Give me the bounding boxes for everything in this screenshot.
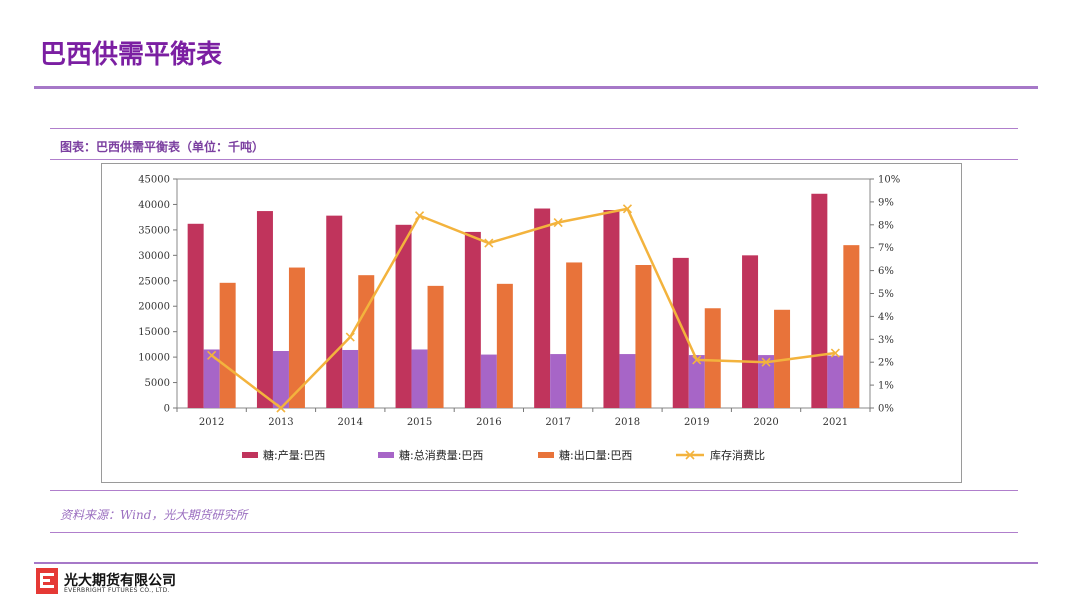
bar-1 xyxy=(534,208,551,408)
bar-1 xyxy=(603,210,620,408)
bar-2 xyxy=(619,354,636,408)
ratio-point xyxy=(345,332,355,342)
right-axis-tick-label: 10% xyxy=(878,175,900,186)
source-bottom-rule xyxy=(50,532,1018,533)
ratio-point xyxy=(622,204,633,214)
right-axis-tick-label: 3% xyxy=(878,335,894,346)
x-axis-tick-label: 2020 xyxy=(753,417,778,428)
legend-label: 糖:总消费量:巴西 xyxy=(399,448,483,462)
bar-3 xyxy=(288,267,305,408)
right-axis-tick-label: 8% xyxy=(878,220,894,231)
x-axis-tick-label: 2017 xyxy=(545,417,570,428)
legend-swatch-marker xyxy=(685,450,695,460)
left-axis-tick-label: 30000 xyxy=(138,251,170,262)
left-axis-tick-label: 0 xyxy=(164,404,170,415)
bar-1 xyxy=(256,211,273,408)
right-axis-tick-label: 7% xyxy=(878,243,894,254)
caption-bottom-rule xyxy=(50,159,1018,160)
right-axis-tick-label: 1% xyxy=(878,381,894,392)
company-name-cn: 光大期货有限公司 xyxy=(64,573,176,589)
x-axis-tick-label: 2013 xyxy=(268,417,293,428)
chart-caption: 图表：巴西供需平衡表（单位：千吨） xyxy=(60,140,265,154)
chart-frame: 0 5000 10000 15000 20000 25000 30000 35000 40000… xyxy=(101,163,962,483)
ratio-line xyxy=(210,207,836,410)
ratio-point xyxy=(207,350,217,360)
company-logo-icon xyxy=(36,568,58,598)
left-axis-tick-label: 35000 xyxy=(138,225,170,236)
bar-3 xyxy=(843,245,860,408)
ratio-point xyxy=(761,357,771,367)
ratio-point xyxy=(830,348,840,358)
right-axis-tick-label: 0% xyxy=(878,404,894,415)
slide-title: 巴西供需平衡表 xyxy=(40,40,223,70)
x-axis-tick-label: 2016 xyxy=(476,417,501,428)
bar-1 xyxy=(811,193,828,408)
bar-1 xyxy=(464,231,481,408)
left-axis-tick-label: 15000 xyxy=(138,327,170,338)
left-axis-tick-label: 45000 xyxy=(138,175,170,186)
company-name-en: EVERBRIGHT FUTURES CO., LTD. xyxy=(64,587,170,594)
left-axis-tick-label: 5000 xyxy=(145,378,170,389)
x-axis-tick-label: 2015 xyxy=(407,417,432,428)
legend-swatch xyxy=(242,452,258,458)
legend-label: 库存消费比 xyxy=(710,448,765,462)
bar-1 xyxy=(742,255,759,408)
bar-2 xyxy=(688,355,705,408)
ratio-point xyxy=(692,355,702,365)
bar-1 xyxy=(672,257,689,408)
ratio-point xyxy=(276,403,286,413)
balance-chart: 0 5000 10000 15000 20000 25000 30000 35000 40000… xyxy=(138,175,900,463)
legend-swatch xyxy=(378,452,394,458)
right-axis-tick-label: 6% xyxy=(878,266,894,277)
bar-1 xyxy=(187,223,204,408)
ratio-point xyxy=(414,211,425,221)
x-axis-tick-label: 2014 xyxy=(338,417,363,428)
bar-2 xyxy=(550,354,567,408)
caption-top-rule xyxy=(50,128,1018,129)
source-note: 资料来源：Wind，光大期货研究所 xyxy=(60,508,248,522)
footer-divider xyxy=(34,562,1038,564)
right-axis-tick-label: 9% xyxy=(878,197,894,208)
x-axis-tick-label: 2021 xyxy=(823,417,848,428)
bar-3 xyxy=(358,275,375,408)
source-top-rule xyxy=(50,490,1018,491)
bar-3 xyxy=(427,285,444,408)
title-divider xyxy=(34,86,1038,89)
ratio-point xyxy=(553,217,563,228)
left-axis-tick-label: 25000 xyxy=(138,276,170,287)
left-axis-tick-label: 10000 xyxy=(138,353,170,364)
x-axis-tick-label: 2012 xyxy=(199,417,224,428)
x-axis-tick-label: 2018 xyxy=(615,417,640,428)
bar-3 xyxy=(635,265,652,408)
bar-2 xyxy=(203,349,220,408)
right-axis-tick-label: 4% xyxy=(878,312,894,323)
legend-label: 糖:产量:巴西 xyxy=(263,448,325,462)
bar-2 xyxy=(272,351,289,408)
right-axis-tick-label: 2% xyxy=(878,358,894,369)
bar-2 xyxy=(411,349,428,408)
bar-3 xyxy=(704,308,721,408)
ratio-point xyxy=(484,238,494,248)
left-axis-tick-label: 20000 xyxy=(138,302,170,313)
bar-3 xyxy=(496,283,513,408)
bar-1 xyxy=(395,224,412,408)
bar-2 xyxy=(827,355,844,408)
bar-2 xyxy=(758,355,775,408)
bar-3 xyxy=(219,282,236,408)
bar-2 xyxy=(480,354,497,408)
x-axis-tick-label: 2019 xyxy=(684,417,709,428)
bar-3 xyxy=(566,262,583,408)
bar-1 xyxy=(326,215,343,408)
legend-label: 糖:出口量:巴西 xyxy=(559,448,632,462)
legend-swatch xyxy=(538,452,554,458)
right-axis-tick-label: 5% xyxy=(878,289,894,300)
left-axis-tick-label: 40000 xyxy=(138,200,170,211)
bar-2 xyxy=(342,349,359,408)
